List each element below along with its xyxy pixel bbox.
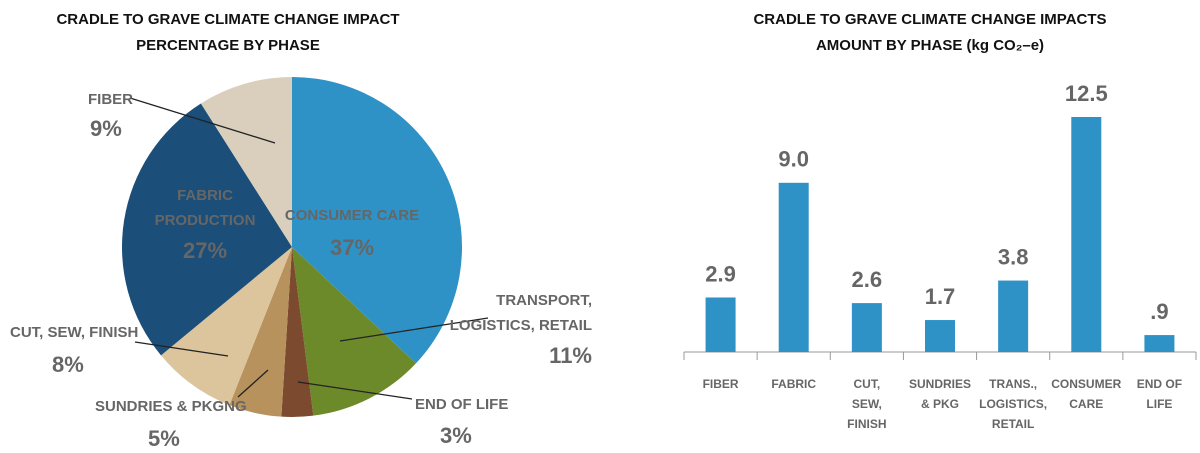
value-label: 1.7 bbox=[925, 284, 956, 309]
x-tick-label: FABRIC bbox=[771, 377, 816, 391]
slice-value-label: 27% bbox=[183, 238, 227, 263]
bar bbox=[1071, 117, 1102, 352]
bar bbox=[1144, 335, 1175, 352]
x-tick-label: LIFE bbox=[1146, 397, 1172, 411]
slice-value-label: 9% bbox=[90, 116, 122, 141]
slice-label: PRODUCTION bbox=[155, 212, 256, 229]
slice-value-label: 3% bbox=[440, 423, 472, 448]
value-label: 2.9 bbox=[705, 261, 736, 286]
value-label: 9.0 bbox=[778, 147, 809, 172]
slice-value-label: 8% bbox=[52, 352, 84, 377]
x-tick-label: SUNDRIES bbox=[909, 377, 971, 391]
chart-title: PERCENTAGE BY PHASE bbox=[136, 37, 320, 54]
bar bbox=[705, 297, 736, 352]
x-tick-label: END OF bbox=[1137, 377, 1182, 391]
pie-slice bbox=[200, 77, 292, 247]
x-tick-label: CONSUMER bbox=[1051, 377, 1121, 391]
x-tick-label: FIBER bbox=[703, 377, 739, 391]
x-tick-label: RETAIL bbox=[992, 417, 1034, 431]
bar bbox=[998, 280, 1029, 352]
pie-slice bbox=[281, 247, 314, 417]
x-tick-label: CUT, bbox=[854, 377, 881, 391]
bar bbox=[851, 303, 882, 352]
value-label: .9 bbox=[1150, 299, 1168, 324]
pie-slice bbox=[292, 77, 462, 364]
slice-label: FABRIC bbox=[177, 187, 233, 204]
slice-label: END OF LIFE bbox=[415, 396, 508, 413]
pie-slice bbox=[292, 247, 416, 416]
slice-value-label: 37% bbox=[330, 235, 374, 260]
leader-line bbox=[134, 341, 229, 357]
leader-line bbox=[339, 317, 489, 342]
x-tick-label: LOGISTICS, bbox=[979, 397, 1047, 411]
pie-slice bbox=[122, 103, 292, 356]
x-tick-label: & PKG bbox=[921, 397, 959, 411]
pie-slice bbox=[161, 247, 292, 406]
x-tick-label: FINISH bbox=[847, 417, 886, 431]
x-tick-label: CARE bbox=[1069, 397, 1103, 411]
leader-line bbox=[297, 381, 413, 400]
leader-line bbox=[237, 369, 269, 398]
value-label: 2.6 bbox=[852, 267, 883, 292]
chart-title: AMOUNT BY PHASE (kg CO₂–e) bbox=[816, 37, 1044, 54]
chart-title: CRADLE TO GRAVE CLIMATE CHANGE IMPACTS bbox=[753, 11, 1106, 28]
chart-title: CRADLE TO GRAVE CLIMATE CHANGE IMPACT bbox=[56, 11, 399, 28]
value-label: 12.5 bbox=[1065, 81, 1108, 106]
x-tick-label: SEW, bbox=[852, 397, 882, 411]
slice-label: CONSUMER CARE bbox=[285, 207, 419, 224]
slice-value-label: 5% bbox=[148, 426, 180, 451]
slice-label: TRANSPORT, bbox=[496, 292, 592, 309]
bar bbox=[778, 182, 809, 352]
bar bbox=[925, 320, 955, 352]
slice-label: FIBER bbox=[88, 91, 133, 108]
slice-label: CUT, SEW, FINISH bbox=[10, 324, 138, 341]
slice-value-label: 11% bbox=[549, 343, 592, 368]
slice-label: LOGISTICS, RETAIL bbox=[450, 317, 592, 334]
leader-line bbox=[129, 97, 276, 144]
pie-slice bbox=[229, 247, 292, 417]
value-label: 3.8 bbox=[998, 244, 1029, 269]
slice-label: SUNDRIES & PKGNG bbox=[95, 398, 247, 415]
x-tick-label: TRANS., bbox=[989, 377, 1037, 391]
